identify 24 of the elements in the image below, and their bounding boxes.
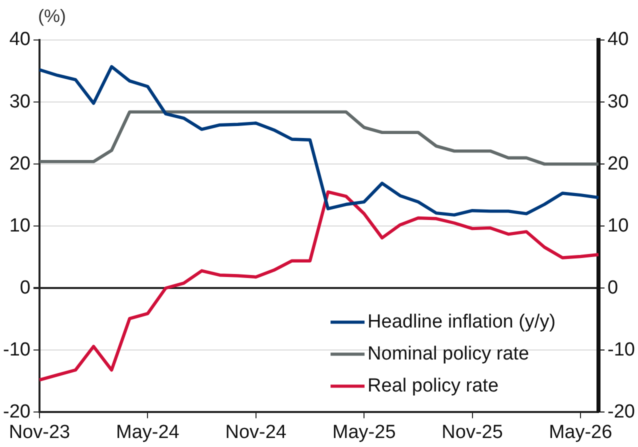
legend-label: Real policy rate [368,375,499,396]
y2-tick-label: 10 [608,215,629,236]
y-tick-label: 0 [20,277,30,298]
y2-tick-label: -20 [608,401,636,422]
y-tick-label: 10 [9,215,30,236]
y-tick-label: -10 [2,339,30,360]
x-tick-label: May-24 [116,422,180,443]
x-tick-label: Nov-23 [8,422,70,443]
y2-tick-label: 30 [608,91,629,112]
legend-label: Nominal policy rate [368,343,530,364]
x-tick-label: May-26 [548,422,612,443]
y-tick-label: 40 [9,29,30,50]
y-axis-title: (%) [38,6,66,26]
y2-tick-label: 40 [608,29,629,50]
legend-label: Headline inflation (y/y) [368,311,556,332]
x-tick-label: May-25 [332,422,396,443]
y-tick-label: -20 [2,401,30,422]
y-tick-label: 30 [9,91,30,112]
x-tick-label: Nov-25 [442,422,503,443]
y-tick-label: 20 [9,153,30,174]
x-tick-label: Nov-24 [225,422,287,443]
y2-tick-label: -10 [608,339,636,360]
y2-tick-label: 20 [608,153,629,174]
y2-tick-label: 0 [608,277,618,298]
